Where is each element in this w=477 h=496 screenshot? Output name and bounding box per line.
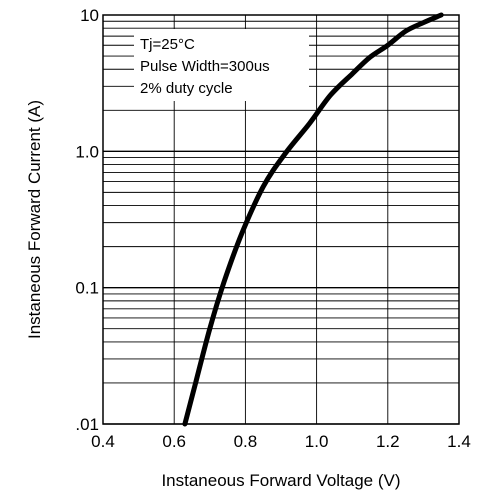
x-tick-label: 0.6 — [162, 432, 186, 451]
y-tick-label: 10 — [80, 6, 99, 25]
y-tick-labels: .01 0.1 1.0 10 — [75, 6, 99, 434]
y-axis-label: Instaneous Forward Current (A) — [25, 100, 44, 339]
x-axis-label: Instaneous Forward Voltage (V) — [161, 471, 400, 490]
x-tick-label: 1.2 — [376, 432, 400, 451]
annotation-duty-cycle: 2% duty cycle — [140, 80, 233, 97]
annotation-pulse-width: Pulse Width=300us — [140, 58, 270, 75]
y-tick-label: 0.1 — [75, 279, 99, 298]
x-tick-label: 1.4 — [447, 432, 471, 451]
plot-area — [102, 14, 460, 425]
x-tick-label: 1.0 — [305, 432, 329, 451]
y-tick-label: 1.0 — [75, 142, 99, 161]
x-tick-label: 0.8 — [234, 432, 258, 451]
series-line — [182, 12, 444, 427]
annotation-background — [134, 29, 309, 101]
annotation-temperature: Tj=25°C — [140, 36, 195, 53]
x-tick-label: 0.4 — [91, 432, 115, 451]
y-tick-label: .01 — [75, 415, 99, 434]
x-tick-labels: 0.4 0.6 0.8 1.0 1.2 1.4 — [91, 432, 471, 451]
annotation-box: Tj=25°C Pulse Width=300us 2% duty cycle — [134, 29, 309, 101]
